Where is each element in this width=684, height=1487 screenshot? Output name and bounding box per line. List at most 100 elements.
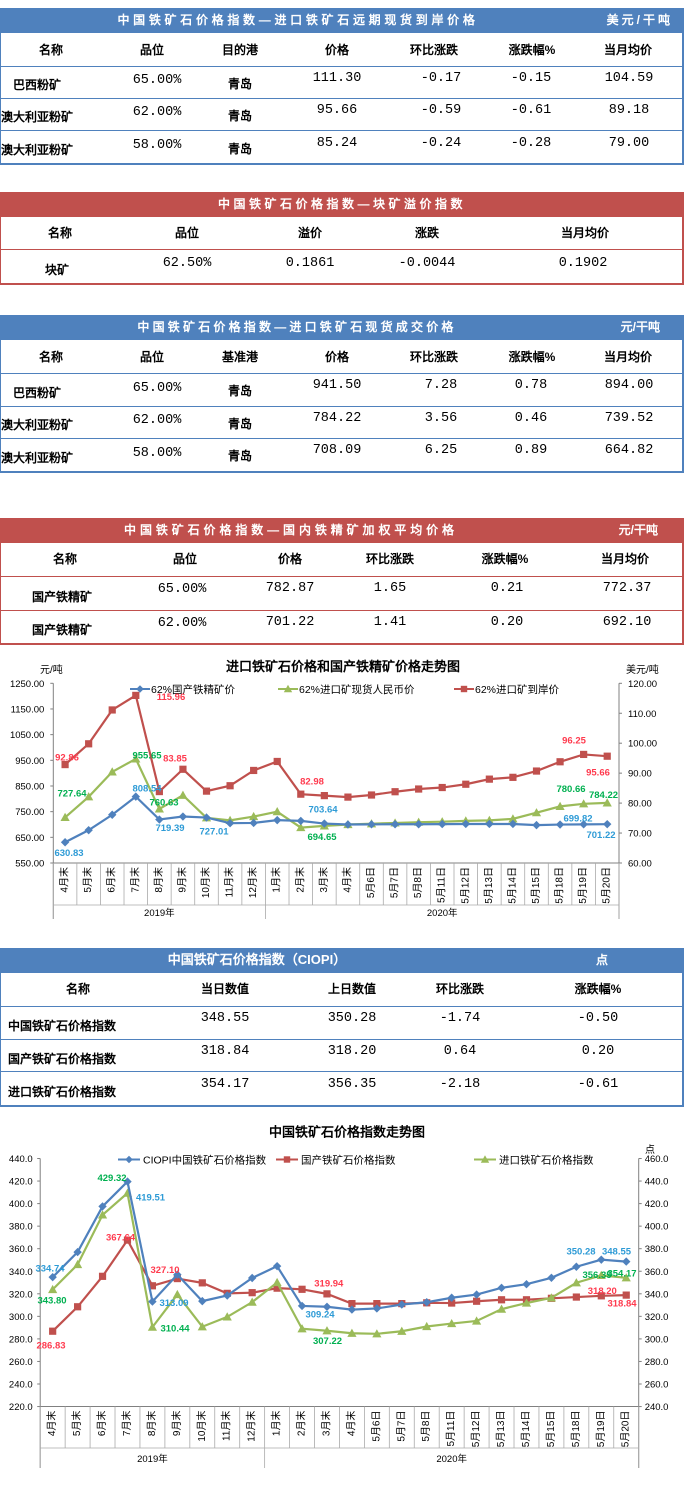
svg-text:240.0: 240.0 bbox=[9, 1380, 33, 1391]
svg-text:国产铁矿石价格指数: 国产铁矿石价格指数 bbox=[301, 1154, 396, 1167]
svg-text:8月末: 8月末 bbox=[152, 867, 165, 893]
svg-text:280.0: 280.0 bbox=[9, 1334, 33, 1345]
svg-text:62%进口矿现货人民币价: 62%进口矿现货人民币价 bbox=[299, 683, 415, 696]
svg-text:5月末: 5月末 bbox=[70, 1411, 83, 1437]
svg-text:313.09: 313.09 bbox=[159, 1298, 188, 1309]
svg-text:1250.00: 1250.00 bbox=[10, 679, 44, 690]
svg-text:4月末: 4月末 bbox=[58, 867, 71, 893]
svg-text:62%进口矿到岸价: 62%进口矿到岸价 bbox=[475, 683, 560, 696]
svg-text:694.65: 694.65 bbox=[307, 832, 337, 843]
svg-text:719.39: 719.39 bbox=[155, 823, 184, 834]
svg-text:300.0: 300.0 bbox=[645, 1334, 669, 1345]
svg-text:327.10: 327.10 bbox=[150, 1265, 179, 1276]
svg-text:62%国产铁精矿价: 62%国产铁精矿价 bbox=[151, 683, 236, 696]
svg-text:309.24: 309.24 bbox=[305, 1310, 335, 1321]
svg-text:460.0: 460.0 bbox=[645, 1154, 669, 1165]
svg-text:334.74: 334.74 bbox=[35, 1264, 65, 1275]
svg-text:1月末: 1月末 bbox=[270, 1411, 283, 1437]
svg-text:240.0: 240.0 bbox=[645, 1402, 669, 1413]
svg-text:12月末: 12月末 bbox=[245, 1411, 258, 1442]
svg-text:5月7日: 5月7日 bbox=[389, 867, 401, 898]
svg-text:5月6日: 5月6日 bbox=[370, 1411, 382, 1442]
svg-text:340.0: 340.0 bbox=[9, 1267, 33, 1278]
svg-text:5月14日: 5月14日 bbox=[506, 867, 518, 904]
svg-text:进口铁矿石价格和国产铁精矿价格走势图: 进口铁矿石价格和国产铁精矿价格走势图 bbox=[226, 659, 460, 674]
svg-text:70.00: 70.00 bbox=[628, 829, 652, 840]
svg-text:320.0: 320.0 bbox=[9, 1289, 33, 1300]
svg-text:6月末: 6月末 bbox=[105, 867, 118, 893]
svg-text:5月13日: 5月13日 bbox=[483, 867, 495, 904]
svg-text:367.64: 367.64 bbox=[106, 1233, 136, 1244]
svg-text:5月12日: 5月12日 bbox=[459, 867, 471, 904]
svg-text:727.01: 727.01 bbox=[199, 827, 229, 838]
svg-text:400.0: 400.0 bbox=[645, 1222, 669, 1233]
svg-text:6月末: 6月末 bbox=[95, 1411, 108, 1437]
svg-text:中国铁矿石价格指数走势图: 中国铁矿石价格指数走势图 bbox=[269, 1125, 425, 1140]
svg-text:440.0: 440.0 bbox=[645, 1177, 669, 1188]
svg-text:9月末: 9月末 bbox=[170, 1411, 183, 1437]
svg-text:360.0: 360.0 bbox=[9, 1244, 33, 1255]
svg-text:1月末: 1月末 bbox=[270, 867, 283, 893]
svg-text:7月末: 7月末 bbox=[120, 1411, 133, 1437]
svg-text:点: 点 bbox=[645, 1144, 655, 1156]
svg-text:630.83: 630.83 bbox=[54, 848, 83, 859]
svg-text:110.00: 110.00 bbox=[628, 709, 656, 720]
svg-text:CIOPI中国铁矿石价格指数: CIOPI中国铁矿石价格指数 bbox=[143, 1154, 267, 1167]
svg-text:3月末: 3月末 bbox=[317, 867, 330, 893]
svg-text:2019年: 2019年 bbox=[144, 907, 175, 919]
svg-text:701.22: 701.22 bbox=[586, 830, 615, 841]
svg-text:2月末: 2月末 bbox=[295, 1411, 308, 1437]
svg-text:2019年: 2019年 bbox=[137, 1453, 168, 1465]
svg-text:5月19日: 5月19日 bbox=[577, 867, 589, 904]
svg-text:318.84: 318.84 bbox=[607, 1299, 637, 1310]
svg-text:8月末: 8月末 bbox=[145, 1411, 158, 1437]
svg-text:727.64: 727.64 bbox=[57, 789, 87, 800]
svg-text:3月末: 3月末 bbox=[319, 1411, 332, 1437]
svg-text:7月末: 7月末 bbox=[128, 867, 141, 893]
svg-text:10月末: 10月末 bbox=[195, 1411, 208, 1442]
svg-text:美元/吨: 美元/吨 bbox=[626, 663, 659, 676]
svg-text:5月6日: 5月6日 bbox=[365, 867, 377, 898]
svg-text:380.0: 380.0 bbox=[645, 1244, 669, 1255]
svg-text:808.54: 808.54 bbox=[132, 784, 162, 795]
svg-text:1050.00: 1050.00 bbox=[10, 730, 44, 741]
svg-text:82.98: 82.98 bbox=[300, 777, 324, 788]
svg-text:955.65: 955.65 bbox=[132, 751, 162, 762]
svg-text:650.00: 650.00 bbox=[15, 833, 44, 844]
svg-text:429.32: 429.32 bbox=[97, 1173, 126, 1184]
svg-text:340.0: 340.0 bbox=[645, 1289, 669, 1300]
svg-text:95.66: 95.66 bbox=[586, 768, 610, 779]
svg-text:354.17: 354.17 bbox=[607, 1268, 636, 1279]
svg-text:元/吨: 元/吨 bbox=[40, 663, 63, 676]
svg-text:80.00: 80.00 bbox=[628, 799, 652, 810]
svg-text:703.64: 703.64 bbox=[308, 805, 338, 816]
svg-text:420.0: 420.0 bbox=[9, 1177, 33, 1188]
svg-text:5月11日: 5月11日 bbox=[436, 867, 448, 903]
svg-text:350.28: 350.28 bbox=[566, 1247, 595, 1258]
svg-text:92.86: 92.86 bbox=[55, 753, 79, 764]
svg-text:4月末: 4月末 bbox=[45, 1411, 58, 1437]
svg-text:5月18日: 5月18日 bbox=[554, 867, 566, 904]
svg-text:348.55: 348.55 bbox=[602, 1247, 632, 1258]
svg-text:9月末: 9月末 bbox=[175, 867, 188, 893]
svg-text:2020年: 2020年 bbox=[427, 907, 458, 919]
svg-text:4月末: 4月末 bbox=[344, 1411, 357, 1437]
svg-text:440.0: 440.0 bbox=[9, 1154, 33, 1165]
svg-text:11月末: 11月末 bbox=[220, 1411, 233, 1441]
svg-text:5月12日: 5月12日 bbox=[470, 1411, 482, 1448]
svg-text:400.0: 400.0 bbox=[9, 1199, 33, 1210]
svg-text:319.94: 319.94 bbox=[314, 1278, 344, 1289]
svg-text:300.0: 300.0 bbox=[9, 1312, 33, 1323]
svg-text:280.0: 280.0 bbox=[645, 1357, 669, 1368]
svg-text:260.0: 260.0 bbox=[645, 1380, 669, 1391]
svg-text:90.00: 90.00 bbox=[628, 769, 652, 780]
svg-text:5月19日: 5月19日 bbox=[595, 1411, 607, 1448]
svg-text:260.0: 260.0 bbox=[9, 1357, 33, 1368]
svg-text:320.0: 320.0 bbox=[645, 1312, 669, 1323]
svg-text:96.25: 96.25 bbox=[562, 736, 586, 747]
svg-text:60.00: 60.00 bbox=[628, 859, 652, 870]
svg-text:100.00: 100.00 bbox=[628, 739, 657, 750]
svg-text:5月20日: 5月20日 bbox=[601, 867, 613, 904]
svg-text:950.00: 950.00 bbox=[15, 756, 44, 767]
svg-text:784.22: 784.22 bbox=[589, 790, 618, 801]
